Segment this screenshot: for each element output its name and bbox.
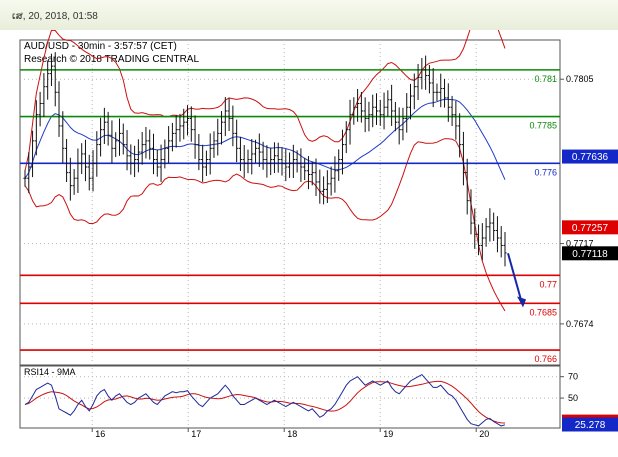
indicator-plot-border bbox=[19, 365, 561, 429]
price-tag-label: 0.77636 bbox=[572, 152, 609, 163]
rsi-line bbox=[24, 373, 506, 427]
rsi-tick-label: 70 bbox=[568, 372, 578, 382]
x-tick-label: 18 bbox=[287, 429, 297, 439]
bollinger-upper-line bbox=[24, 5, 506, 171]
y-tick-label: 0.7717 bbox=[566, 239, 594, 249]
price-level-label: 0.781 bbox=[534, 74, 557, 84]
price-bars bbox=[23, 52, 507, 267]
forecast-arrow bbox=[507, 253, 526, 308]
bollinger-lower-line bbox=[24, 138, 506, 312]
x-tick-label: 19 bbox=[383, 429, 393, 439]
axes: 16 17 18 19 20 0.7805 0.7717 0.7674 bbox=[91, 74, 594, 439]
bollinger-bands bbox=[24, 5, 506, 312]
price-chart: AUD/USD - 30min - 3:57:57 (CET) Research… bbox=[0, 5, 618, 452]
chart-subtitle: Research © 2018 TRADING CENTRAL bbox=[24, 54, 199, 65]
x-tick-label: 17 bbox=[191, 429, 201, 439]
price-level-label: 0.766 bbox=[534, 354, 557, 364]
x-tick-label: 16 bbox=[95, 429, 105, 439]
price-level-label: 0.7685 bbox=[529, 307, 557, 317]
rsi-value-label: 25.278 bbox=[575, 420, 606, 431]
chart-background bbox=[0, 30, 618, 452]
date-timestamp: ເສ, 20, 2018, 01:58 bbox=[12, 11, 98, 22]
forecast-arrow-head bbox=[517, 296, 526, 308]
rsi-tick-label: 50 bbox=[568, 393, 578, 403]
rsi-ma-line bbox=[24, 380, 506, 424]
price-tag-label: 0.77257 bbox=[572, 223, 609, 234]
x-tick-label: 20 bbox=[479, 429, 489, 439]
price-tag bbox=[562, 149, 618, 164]
price-level-label: 0.7785 bbox=[529, 121, 557, 131]
price-tag-label: 0.77118 bbox=[572, 249, 608, 260]
price-tag bbox=[562, 246, 618, 261]
rsi-panel: 705027.991825.278 bbox=[20, 372, 618, 432]
chart-frame: AUD/USD - 30min - 3:57:57 (CET) Research… bbox=[0, 5, 618, 452]
rsi-value-tag bbox=[562, 417, 618, 432]
price-level-label: 0.776 bbox=[534, 167, 557, 177]
main-plot-border bbox=[19, 39, 561, 366]
y-tick-label: 0.7805 bbox=[566, 74, 594, 84]
price-tags: 0.77636 0.77257 0.77118 bbox=[562, 149, 618, 261]
price-level-label: 0.77 bbox=[539, 279, 557, 289]
forecast-arrow-shaft bbox=[507, 253, 523, 304]
y-tick-label: 0.7674 bbox=[566, 319, 594, 329]
indicator-name: RSI14 - 9MA bbox=[24, 367, 76, 377]
chart-title: AUD/USD - 30min - 3:57:57 (CET) bbox=[24, 41, 177, 52]
moving-average-line bbox=[24, 98, 506, 180]
top-bar: ເສ, 20, 2018, 01:58 bbox=[0, 0, 618, 31]
price-tag bbox=[562, 220, 618, 235]
